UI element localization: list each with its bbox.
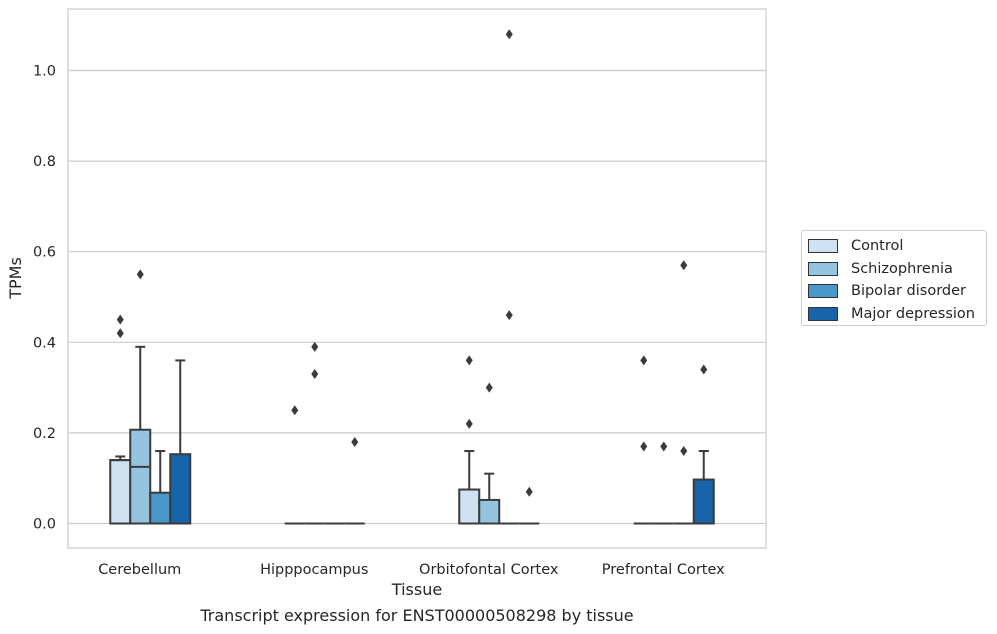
box-bipolar-disorder [149, 491, 172, 525]
legend-item: Control [808, 235, 986, 258]
x-tick-label: Prefrontal Cortex [602, 562, 725, 578]
outlier-point [116, 328, 124, 339]
x-tick-label: Orbitofontal Cortex [419, 562, 559, 578]
x-axis-label: Tissue [391, 580, 442, 599]
outlier-point [660, 441, 668, 452]
outlier-point [640, 355, 648, 366]
box-group [458, 29, 540, 525]
outlier-point [351, 436, 359, 447]
x-tick-labels: Cerebellum Hipppocampus Orbitofontal Corte… [98, 562, 725, 578]
box-schizophrenia [129, 428, 152, 525]
y-tick-label: 0.4 [33, 335, 56, 351]
legend-swatch [808, 261, 838, 276]
x-tick-label: Hipppocampus [260, 562, 368, 578]
figure-caption: Transcript expression for ENST0000050829… [200, 606, 634, 625]
outlier-point [116, 314, 124, 325]
plot-frame [67, 8, 767, 549]
y-tick-label: 0.0 [33, 517, 56, 533]
outlier-point [700, 364, 708, 375]
legend-item: Schizophrenia [808, 258, 986, 281]
outlier-point [311, 369, 319, 380]
legend: Control Schizophrenia Bipolar disorder Majo… [801, 230, 987, 326]
box-major-depression [169, 453, 192, 525]
y-tick-label: 0.2 [33, 426, 56, 442]
y-tick-label: 1.0 [33, 64, 56, 80]
box-groups [109, 29, 715, 525]
outlier-point [136, 269, 144, 280]
box-group [109, 269, 192, 525]
box-control [109, 459, 132, 525]
outlier-point [680, 260, 688, 271]
legend-item: Major depression [808, 303, 986, 326]
y-tick-label: 0.8 [33, 154, 56, 170]
box-group [633, 260, 715, 525]
outlier-point [505, 29, 513, 40]
legend-swatch [808, 284, 838, 299]
legend-label: Control [851, 238, 904, 255]
outlier-point [311, 341, 319, 352]
outlier-point [485, 382, 493, 393]
legend-swatch [808, 239, 838, 254]
outlier-point [680, 446, 688, 457]
outlier-point [291, 405, 299, 416]
outlier-point [465, 355, 473, 366]
x-tick-label: Cerebellum [98, 562, 181, 578]
legend-label: Bipolar disorder [851, 283, 966, 300]
outlier-point [505, 310, 513, 321]
y-tick-label: 0.6 [33, 245, 56, 261]
outlier-point [465, 418, 473, 429]
legend-item: Bipolar disorder [808, 280, 986, 303]
box-schizophrenia [478, 498, 501, 525]
outlier-point [525, 486, 533, 497]
legend-swatch [808, 306, 838, 321]
y-axis-label: TPMs [6, 257, 25, 300]
box-major-depression [692, 478, 715, 525]
y-tick-labels: 0.0 0.2 0.4 0.6 0.8 1.0 [33, 64, 56, 533]
outlier-point [640, 441, 648, 452]
legend-label: Schizophrenia [851, 260, 953, 277]
box-control [458, 488, 481, 525]
box-group [284, 341, 365, 525]
legend-label: Major depression [851, 305, 975, 322]
